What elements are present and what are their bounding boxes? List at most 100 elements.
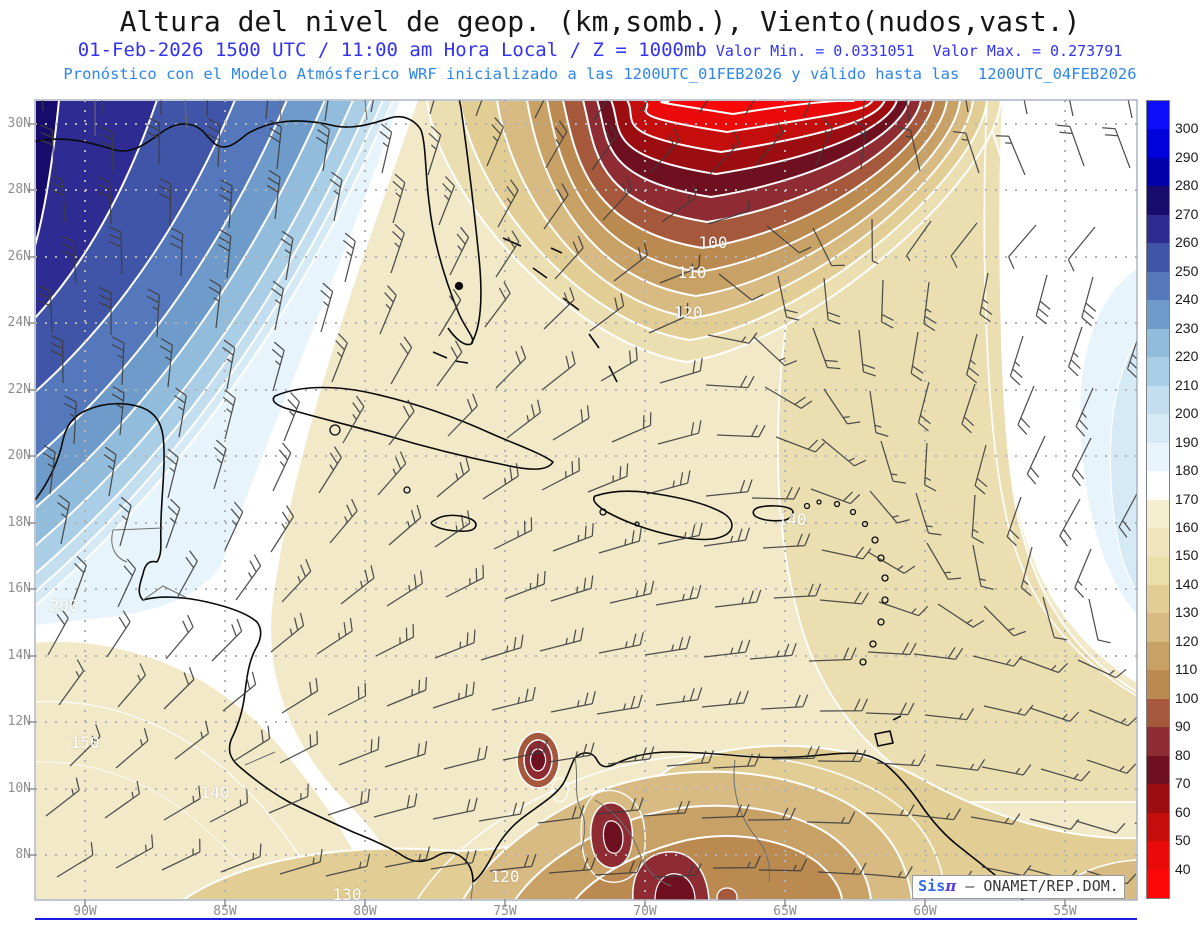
wind-barb — [316, 618, 353, 655]
wind-barb — [375, 624, 415, 657]
colorbar-cell — [1147, 755, 1169, 785]
wind-barb — [712, 855, 761, 869]
lat-label: 22N — [7, 382, 31, 397]
lat-label: 28N — [7, 182, 31, 197]
wind-barb — [970, 813, 1021, 825]
wind-barb — [1042, 596, 1068, 641]
watermark-pi-icon: π — [945, 877, 957, 895]
wind-barb — [320, 282, 334, 333]
coastline — [430, 514, 477, 532]
wind-barb — [489, 853, 537, 872]
wind-barb — [42, 444, 56, 495]
wind-barb — [111, 386, 125, 436]
wind-barb — [716, 424, 766, 438]
lon-label: 90W — [73, 904, 97, 919]
island — [833, 500, 841, 508]
island — [869, 640, 877, 648]
colorbar-label: 150 — [1175, 547, 1199, 564]
wind-barb — [504, 570, 546, 600]
wind-barb — [340, 565, 375, 605]
wind-barb — [163, 785, 201, 821]
wind-barb — [821, 438, 867, 467]
lon-label: 70W — [633, 904, 657, 919]
coastline — [874, 715, 902, 747]
wind-barb — [773, 583, 822, 599]
watermark-org: – ONAMET/REP.DOM. — [956, 877, 1119, 895]
wind-barb — [762, 533, 811, 549]
wind-barb — [755, 120, 784, 166]
wind-barb — [495, 230, 520, 278]
wind-barb — [593, 100, 608, 121]
wind-barb — [432, 681, 475, 709]
colorbar-cell — [1147, 784, 1169, 813]
colorbar-cell — [1147, 129, 1169, 158]
field-band — [716, 887, 738, 900]
wind-barb — [1029, 707, 1080, 722]
wind-barb — [438, 288, 462, 337]
wind-barb — [803, 100, 812, 118]
minmax-text: Valor Min. = 0.0331051 Valor Max. = 0.27… — [706, 42, 1123, 60]
wind-barb — [661, 184, 697, 223]
wind-barb — [384, 846, 431, 868]
wind-barb — [392, 173, 406, 224]
wind-barb — [823, 388, 861, 425]
lat-label: 8N — [15, 847, 31, 862]
island — [881, 596, 889, 604]
wind-barb — [111, 336, 125, 386]
wind-barb — [208, 278, 222, 329]
wind-barb — [1081, 276, 1097, 327]
political-border — [111, 527, 164, 563]
contour-label: 110 — [677, 263, 707, 282]
colorbar-cell — [1147, 727, 1169, 756]
wind-barb — [71, 555, 87, 606]
coastlines — [35, 100, 1024, 900]
colorbar-label: 210 — [1175, 376, 1199, 393]
lat-label: 24N — [7, 315, 31, 330]
wind-barb — [329, 498, 358, 544]
wind-barb — [926, 542, 962, 580]
wind-barb — [449, 226, 470, 276]
wind-barb — [972, 544, 994, 591]
wind-barb — [271, 341, 285, 392]
wind-barb — [819, 698, 868, 712]
wind-barb — [777, 275, 800, 321]
colorbar-label: 270 — [1175, 205, 1199, 222]
wind-barb — [159, 337, 173, 388]
wind-barb — [821, 546, 872, 560]
colorbar-cell — [1147, 385, 1169, 415]
field-band — [416, 753, 947, 900]
wind-barb — [596, 797, 644, 815]
wind-barb — [718, 273, 764, 301]
wind-barb — [880, 440, 907, 484]
wind-barb — [69, 724, 101, 767]
wind-barb — [766, 225, 812, 254]
wind-barb — [865, 804, 915, 817]
wind-barb — [760, 694, 809, 710]
island — [803, 502, 811, 510]
wind-barb — [235, 554, 262, 601]
wind-barb — [594, 860, 643, 876]
wind-barb — [61, 235, 77, 284]
wind-barb — [386, 570, 424, 607]
colorbar-label: 60 — [1175, 803, 1191, 820]
wind-barb — [753, 336, 798, 367]
wind-barb — [924, 708, 975, 721]
wind-barb — [268, 119, 283, 170]
wind-barb — [104, 780, 141, 819]
wind-barb — [438, 176, 455, 226]
colorbar-label: 300 — [1175, 120, 1199, 137]
field-band — [602, 820, 624, 854]
wind-barb — [983, 605, 1027, 637]
wind-barb — [749, 642, 797, 660]
colorbar-label: 200 — [1175, 405, 1199, 422]
wind-barb — [646, 470, 691, 495]
colorbar-cell — [1147, 101, 1169, 130]
wind-barb — [147, 288, 160, 338]
wind-barb — [806, 811, 856, 824]
wind-barb — [701, 804, 750, 819]
wind-barb — [876, 753, 926, 767]
wind-barb — [659, 254, 701, 284]
wind-barb — [436, 457, 470, 498]
wind-barb — [548, 742, 595, 763]
